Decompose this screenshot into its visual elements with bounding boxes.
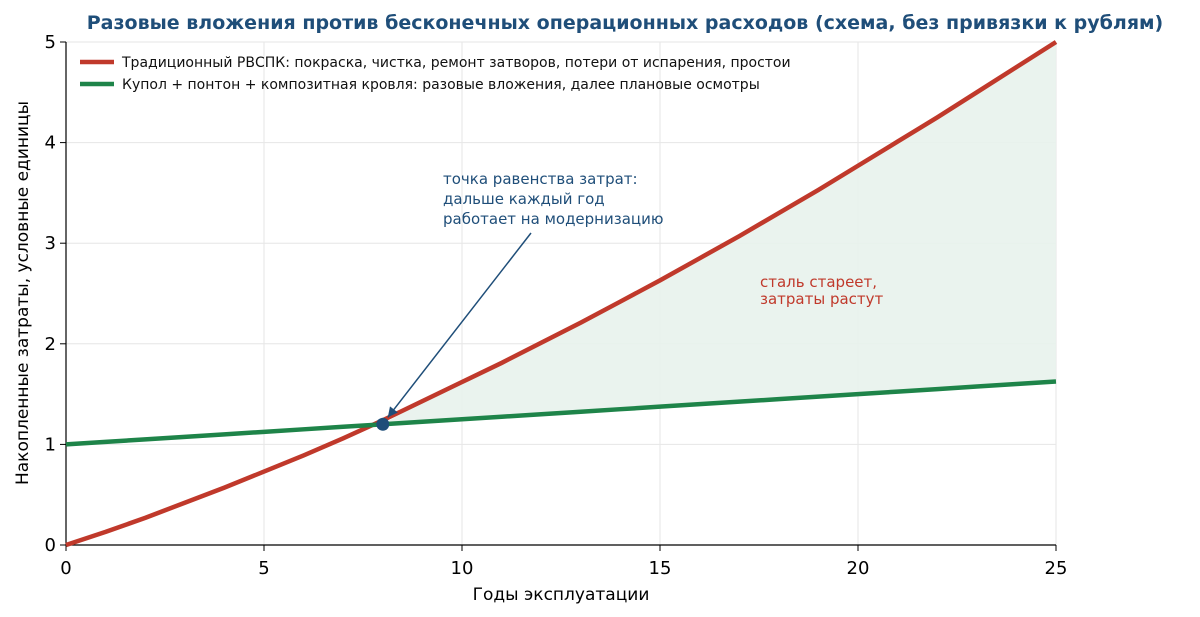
y-tick-label: 4 [45, 133, 56, 154]
y-axis-label: Накопленные затраты, условные единицы [13, 101, 33, 485]
x-axis-label: Годы эксплуатации [473, 585, 650, 605]
x-tick-label: 15 [649, 558, 672, 579]
breakeven-annotation: точка равенства затрат: дальше каждый год… [376, 170, 664, 431]
series-line-dome [65, 379, 1057, 447]
annotation-arrow-head [387, 406, 398, 418]
chart-title: Разовые вложения против бесконечных опер… [87, 12, 1164, 34]
annotation-arrow-line [387, 232, 532, 418]
legend-label-dome: Купол + понтон + композитная кровля: раз… [122, 77, 760, 93]
legend: Традиционный РВСПК: покраска, чистка, ре… [80, 55, 791, 93]
breakeven-text-line: дальше каждый год [443, 190, 605, 208]
axes: 0 5 10 15 20 25 0 1 2 3 4 5 [45, 32, 1068, 579]
breakeven-text-line: работает на модернизацию [443, 210, 664, 228]
x-tick-label: 20 [847, 558, 870, 579]
y-tick-label: 5 [45, 32, 56, 53]
savings-area [382, 42, 1056, 425]
series-lines [65, 40, 1058, 548]
legend-label-traditional: Традиционный РВСПК: покраска, чистка, ре… [121, 55, 791, 71]
x-tick-label: 0 [60, 558, 71, 579]
breakeven-text-line: точка равенства затрат: [443, 170, 638, 188]
y-tick-label: 0 [45, 535, 56, 556]
breakeven-point [376, 417, 390, 431]
y-tick-label: 3 [45, 233, 56, 254]
y-tick-label: 2 [45, 334, 56, 355]
y-tick-label: 1 [45, 434, 56, 455]
aging-annotation: сталь стареет,затраты растут [760, 273, 884, 308]
aging-text-line: сталь стареет, [760, 273, 877, 291]
x-tick-label: 25 [1045, 558, 1068, 579]
x-tick-label: 5 [258, 558, 269, 579]
x-tick-label: 10 [451, 558, 474, 579]
series-line-traditional [65, 40, 1058, 548]
aging-text-line: затраты растут [760, 290, 884, 308]
